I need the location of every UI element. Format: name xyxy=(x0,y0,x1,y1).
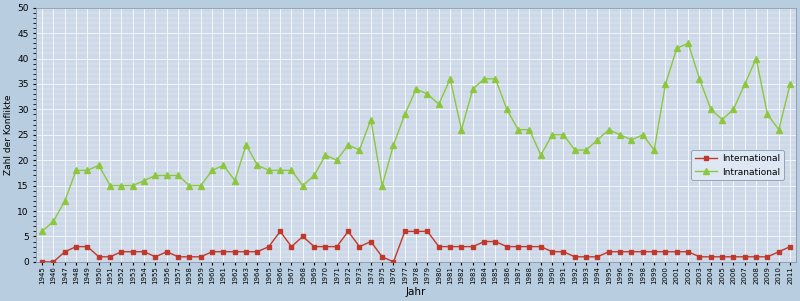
Intranational xyxy=(378,184,387,188)
Line: Intranational: Intranational xyxy=(39,40,793,234)
International xyxy=(275,230,285,233)
Intranational xyxy=(128,184,138,188)
Intranational xyxy=(38,230,47,233)
International xyxy=(150,255,160,259)
Intranational xyxy=(786,82,795,86)
Intranational xyxy=(604,128,614,132)
International xyxy=(615,250,625,253)
Intranational xyxy=(683,42,693,45)
Line: International: International xyxy=(40,229,792,264)
Intranational xyxy=(343,143,353,147)
Y-axis label: Zahl der Konflikte: Zahl der Konflikte xyxy=(4,95,13,175)
Legend: International, Intranational: International, Intranational xyxy=(691,150,784,180)
International xyxy=(128,250,138,253)
International xyxy=(740,255,750,259)
International xyxy=(38,260,47,264)
International xyxy=(389,260,398,264)
International xyxy=(786,245,795,248)
Intranational xyxy=(150,174,160,177)
Intranational xyxy=(740,82,750,86)
X-axis label: Jahr: Jahr xyxy=(406,287,426,297)
International xyxy=(354,245,364,248)
